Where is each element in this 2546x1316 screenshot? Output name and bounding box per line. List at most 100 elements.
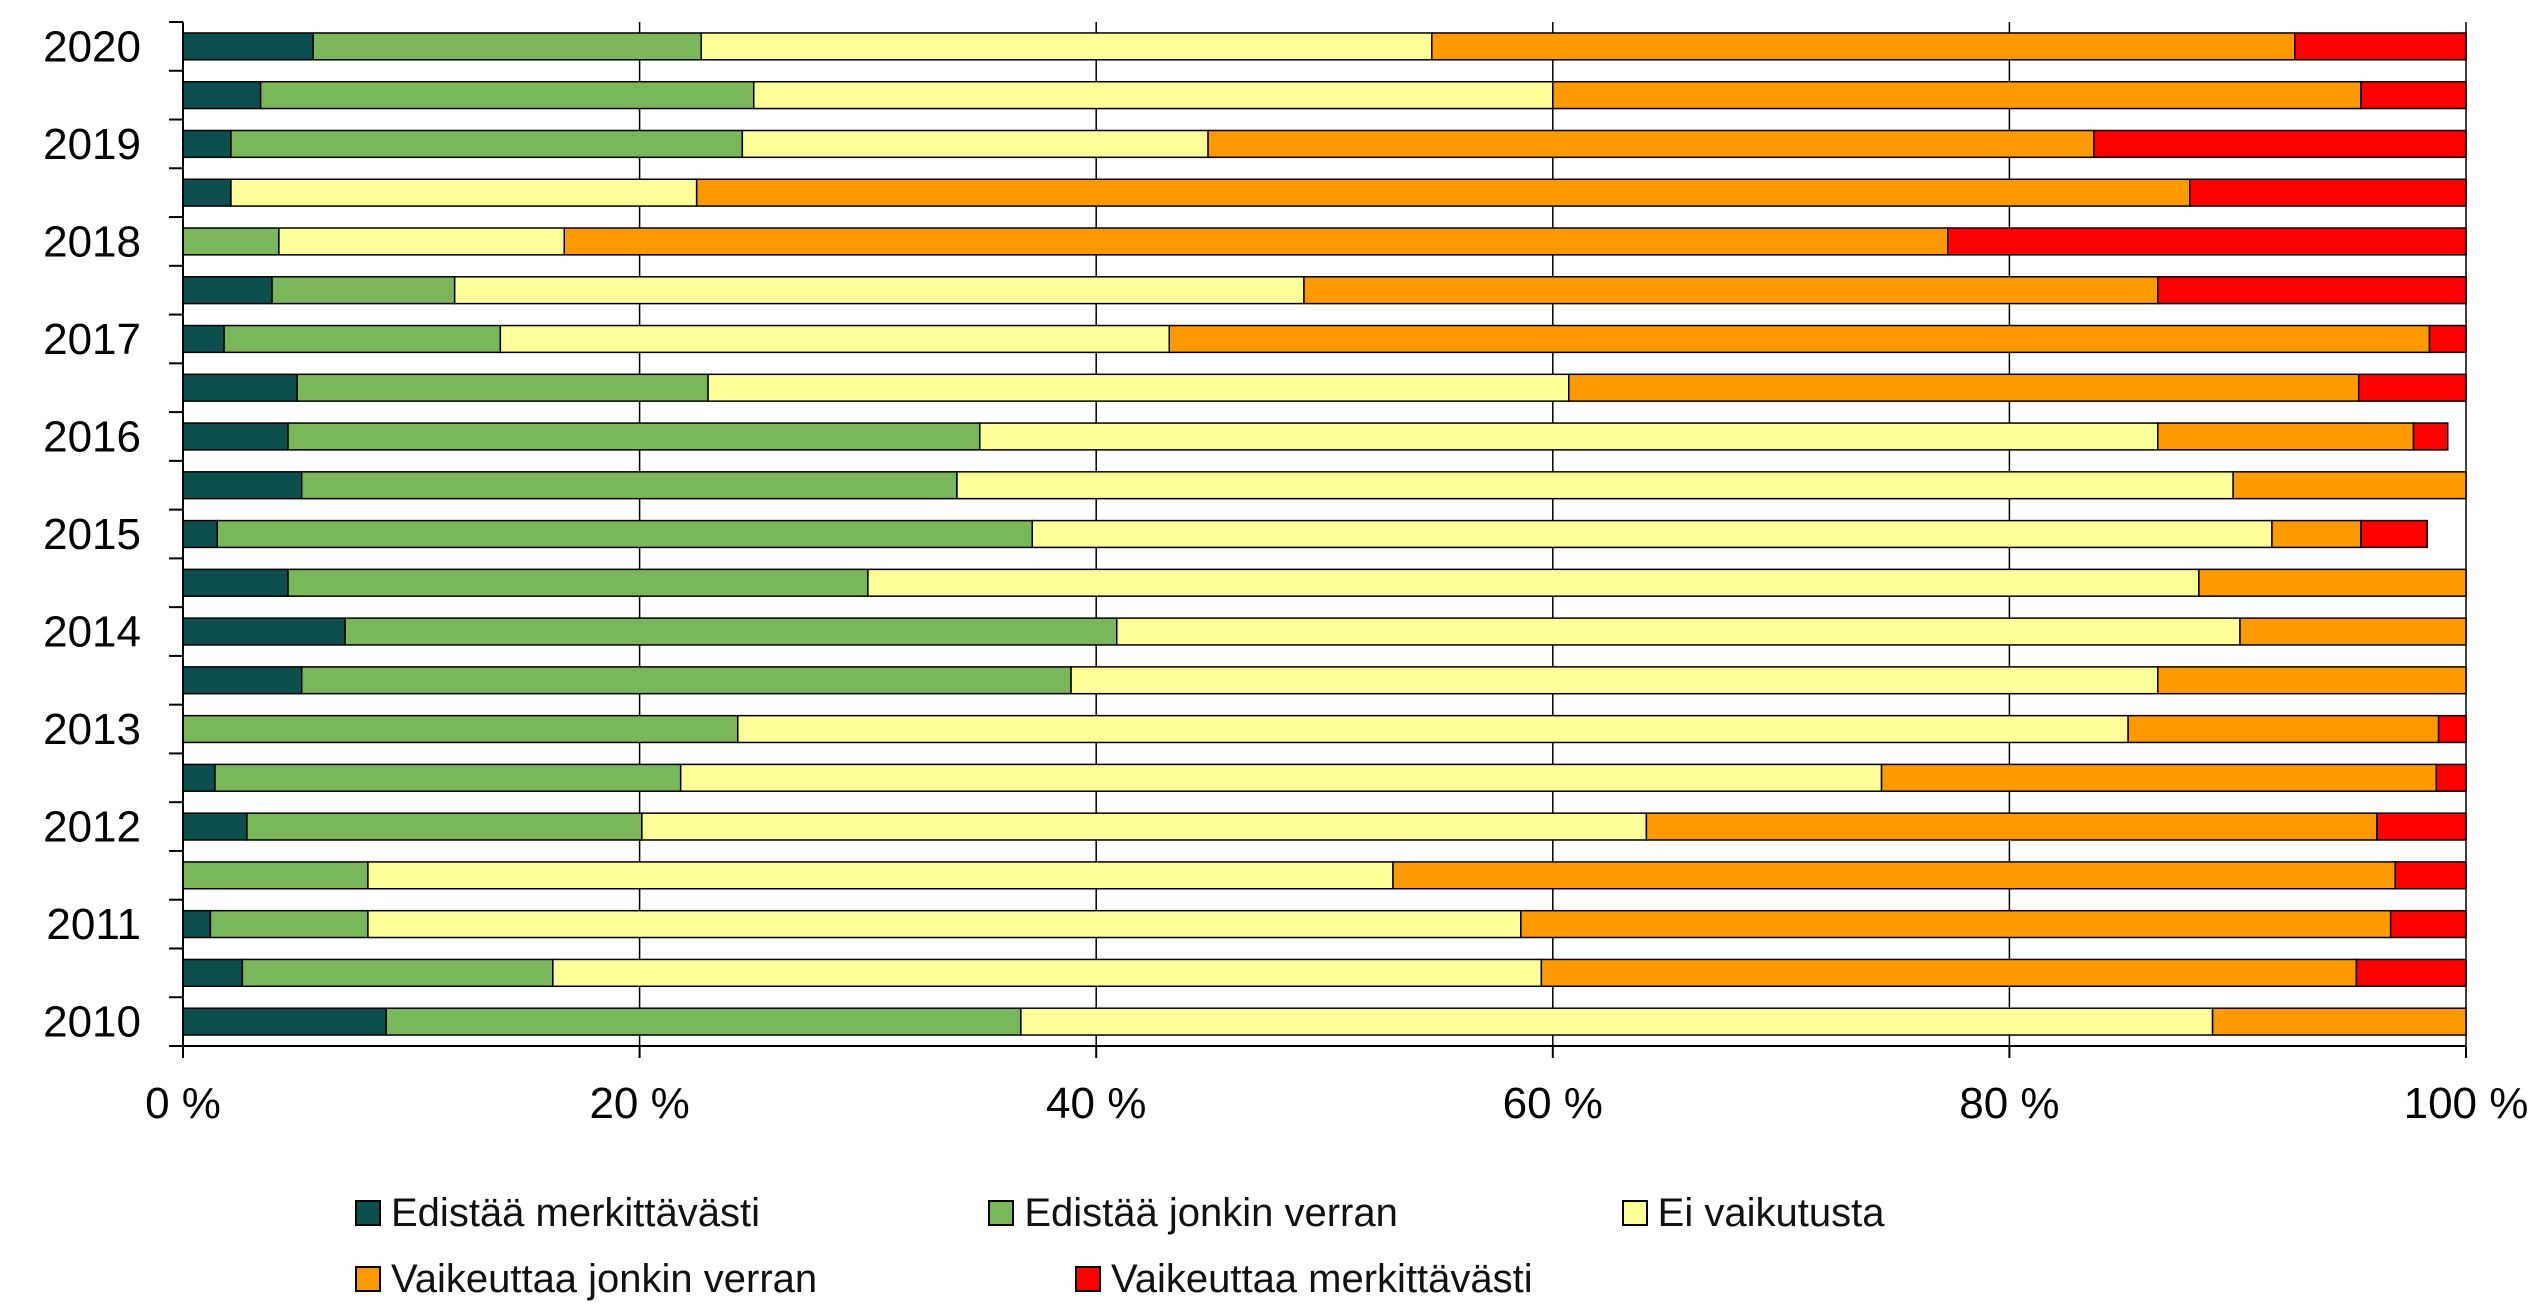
bar-segment [344,617,1118,646]
bar-segment [182,861,369,890]
legend-label: Edistää jonkin verran [1024,1190,1398,1235]
bar-segment [1031,519,2273,549]
bar-segment [182,714,739,744]
x-tick-label: 80 % [1959,1079,2059,1128]
bar-segment [1207,129,2095,159]
bar-segment [2428,324,2467,354]
bar-segment [2189,178,2467,207]
legend-item: Ei vaikutusta [1621,1191,2255,1236]
bar-segment [2376,812,2467,841]
bar-segment [312,32,702,61]
bar-segment [741,129,1209,159]
bar-segment [182,422,289,451]
bar-segment [300,666,1072,695]
bar-segment [246,812,643,841]
bar-segment [182,80,262,110]
bar-segment [2357,373,2467,402]
x-tick-label: 60 % [1503,1079,1603,1128]
bar-segment [867,568,2200,597]
bar-segment [2232,471,2467,500]
bar-segment [182,909,212,939]
legend-label: Vaikeuttaa jonkin verran [391,1256,818,1301]
axes [169,21,2467,1058]
bar-segment [182,129,232,159]
bar-segment [2271,519,2362,549]
x-tick-label: 0 % [145,1079,221,1128]
bar-segment [563,227,1949,256]
bar-segment [2412,422,2449,451]
legend-label: Edistää merkittävästi [391,1190,761,1235]
bar-segment [216,519,1034,549]
bar-segment [753,80,1554,110]
bar-segment [2157,276,2467,305]
bar-segment [287,422,981,451]
bar-segment [182,763,216,792]
bar-segment [552,958,1543,988]
bar-segment [230,129,744,159]
y-tick-label: 2019 [43,120,141,169]
bar-segment [2437,714,2467,744]
legend-swatch [355,1266,381,1292]
bar-segment [1568,373,2360,402]
bar-segment [214,763,682,792]
bar-segment [182,178,232,207]
bar-segment [2093,129,2467,159]
x-tick-label: 40 % [1046,1079,1146,1128]
legend-label: Vaikeuttaa merkittävästi [1111,1256,1533,1301]
bar-segment [2360,519,2428,549]
bar-segment [2294,32,2467,61]
bar-segment [956,471,2234,500]
bar-segment [241,958,554,988]
bar-segment [367,909,1522,939]
bar-segment [2211,1007,2467,1036]
bar-segment [182,276,273,305]
legend-item: Edistää jonkin verran [988,1191,1621,1236]
y-tick-label: 2011 [46,900,141,949]
bar-segment [287,568,869,597]
bar-segment [2389,909,2467,939]
bar-segment [2198,568,2467,597]
bar-segment [695,178,2191,207]
bars [182,32,2467,1036]
bar-segment [296,373,709,402]
bar-segment [2157,666,2467,695]
y-tick-label: 2012 [43,803,141,852]
bar-segment [385,1007,1022,1036]
bar-segment [1115,617,2241,646]
bar-segment [2127,714,2440,744]
bar-segment [1520,909,2392,939]
x-tick-label: 20 % [589,1079,689,1128]
y-tick-label: 2020 [43,22,141,71]
legend-swatch [1075,1266,1101,1292]
bar-segment [2239,617,2467,646]
bar-segment [182,812,248,841]
y-tick-label: 2016 [43,412,141,461]
bar-segment [300,471,958,500]
bar-segment [182,958,244,988]
legend-swatch [988,1200,1015,1226]
y-tick-label: 2015 [43,510,141,559]
bar-segment [367,861,1394,890]
x-tick-label: 100 % [2404,1079,2529,1128]
bar-segment [1168,324,2431,354]
bar-segment [278,227,566,256]
legend-item: Vaikeuttaa merkittävästi [1075,1257,1795,1302]
bar-segment [223,324,502,354]
bar-segment [182,324,225,354]
y-tick-label: 2017 [43,315,141,364]
legend-swatch [355,1200,381,1226]
bar-segment [182,1007,387,1036]
bar-segment [182,617,346,646]
bar-segment [700,32,1433,61]
legend: Edistää merkittävästi Edistää jonkin ver… [355,1180,2255,1312]
bar-segment [182,519,218,549]
bar-segment [182,32,314,61]
bar-segment [1552,80,2362,110]
bar-segment [679,763,1883,792]
bar-segment [2157,422,2415,451]
bar-segment [182,568,289,597]
legend-item: Edistää merkittävästi [355,1191,988,1236]
bar-segment [1070,666,2159,695]
bar-segment [2360,80,2467,110]
